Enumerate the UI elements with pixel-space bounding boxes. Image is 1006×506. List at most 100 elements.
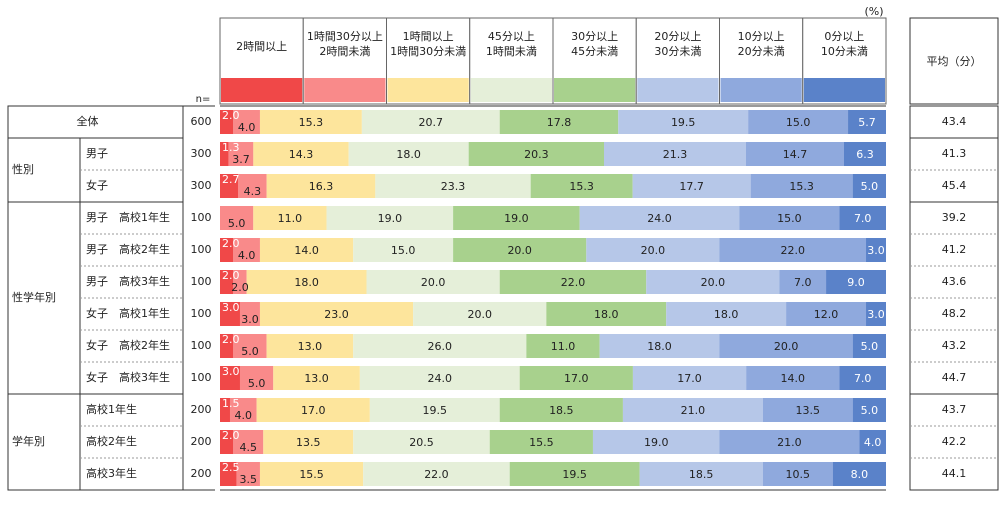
- bar-segment: [852, 398, 886, 422]
- bar-segment: [220, 334, 234, 358]
- legend-label: 45分以上 1時間未満: [486, 30, 537, 58]
- row-n: 100: [191, 339, 212, 352]
- row-label: 女子: [86, 178, 108, 192]
- row-n: 200: [191, 403, 212, 416]
- row-avg: 43.7: [942, 403, 967, 416]
- bar-segment: [220, 174, 238, 198]
- data-label: 20.0: [421, 276, 446, 289]
- data-label: 18.0: [647, 340, 672, 353]
- bar-segment: [233, 238, 260, 262]
- bar-segment: [786, 302, 867, 326]
- data-label: 20.3: [524, 148, 549, 161]
- row-n: 300: [191, 179, 212, 192]
- row-avg: 39.2: [942, 211, 967, 224]
- data-label: 2.0: [222, 237, 240, 250]
- bar-segment: [220, 142, 229, 166]
- bar-segment: [353, 430, 490, 454]
- data-label: 8.0: [851, 468, 869, 481]
- bar-segment: [826, 270, 886, 294]
- bar-segment: [519, 366, 633, 390]
- legend-label: 20分以上 30分未満: [654, 30, 701, 58]
- row-n: 100: [191, 275, 212, 288]
- bar-segment: [246, 270, 367, 294]
- legend-label: 10分以上 20分未満: [738, 30, 785, 58]
- data-label: 5.0: [241, 345, 259, 358]
- data-label: 3.0: [222, 365, 240, 378]
- row-label: 男子 高校3年生: [86, 274, 170, 288]
- row-n: 200: [191, 435, 212, 448]
- data-label: 2.0: [222, 109, 240, 122]
- bar-segment: [604, 142, 746, 166]
- bar-segment: [326, 206, 454, 230]
- bar-segment: [719, 430, 860, 454]
- data-label: 2.0: [222, 333, 240, 346]
- bar-segment: [220, 110, 234, 134]
- row-label: 男子: [86, 147, 108, 160]
- unit-label: (%): [864, 5, 883, 18]
- bar-segment: [866, 238, 886, 262]
- data-label: 15.3: [569, 180, 594, 193]
- data-label: 18.5: [549, 404, 574, 417]
- bar-segment: [353, 238, 454, 262]
- row-label: 女子 高校3年生: [86, 370, 170, 384]
- data-label: 14.0: [781, 372, 806, 385]
- row-label: 高校2年生: [86, 434, 137, 448]
- bar-segment: [220, 206, 254, 230]
- row-label: 高校3年生: [86, 466, 137, 480]
- data-label: 15.0: [786, 116, 811, 129]
- row-avg: 41.2: [942, 243, 967, 256]
- data-label: 17.0: [301, 404, 326, 417]
- bar-segment: [852, 334, 886, 358]
- data-label: 13.0: [298, 340, 323, 353]
- data-label: 17.7: [679, 180, 704, 193]
- data-label: 5.0: [861, 180, 879, 193]
- data-label: 1.3: [222, 141, 240, 154]
- bar-segment: [229, 398, 257, 422]
- bar-segment: [499, 270, 647, 294]
- data-label: 20.7: [419, 116, 444, 129]
- data-label: 4.5: [240, 441, 258, 454]
- bar-segment: [253, 142, 349, 166]
- data-label: 7.0: [854, 372, 872, 385]
- data-label: 5.0: [228, 217, 246, 230]
- bar-segment: [750, 174, 853, 198]
- bar-segment: [238, 174, 267, 198]
- bar-segment: [233, 334, 267, 358]
- data-label: 7.0: [854, 212, 872, 225]
- bar-segment: [263, 430, 354, 454]
- data-label: 20.0: [701, 276, 726, 289]
- data-label: 17.0: [677, 372, 702, 385]
- data-label: 3.0: [867, 244, 885, 257]
- data-label: 11.0: [551, 340, 576, 353]
- data-label: 16.3: [309, 180, 334, 193]
- data-label: 20.0: [641, 244, 666, 257]
- legend-swatch: [803, 78, 885, 102]
- data-label: 21.3: [663, 148, 688, 161]
- bar-segment: [646, 270, 780, 294]
- bar-segment: [220, 238, 234, 262]
- data-label: 19.5: [671, 116, 696, 129]
- row-avg: 42.2: [942, 435, 967, 448]
- data-label: 18.0: [594, 308, 619, 321]
- bar-segment: [266, 174, 376, 198]
- legend-label: 2時間以上: [236, 40, 287, 53]
- row-label: 高校1年生: [86, 402, 137, 416]
- row-n: 100: [191, 243, 212, 256]
- data-label: 26.0: [428, 340, 453, 353]
- bar-segment: [526, 334, 600, 358]
- data-label: 19.0: [504, 212, 529, 225]
- bar-segment: [599, 334, 720, 358]
- row-n: 100: [191, 307, 212, 320]
- data-label: 21.0: [777, 436, 802, 449]
- data-label: 12.0: [814, 308, 839, 321]
- data-label: 2.0: [222, 269, 240, 282]
- bar-segment: [762, 462, 833, 486]
- data-label: 4.0: [864, 436, 882, 449]
- data-label: 13.5: [795, 404, 820, 417]
- data-label: 24.0: [428, 372, 453, 385]
- bar-segment: [592, 430, 720, 454]
- data-label: 22.0: [561, 276, 586, 289]
- legend-swatch: [387, 78, 469, 102]
- data-label: 14.0: [294, 244, 319, 257]
- data-label: 3.0: [867, 308, 885, 321]
